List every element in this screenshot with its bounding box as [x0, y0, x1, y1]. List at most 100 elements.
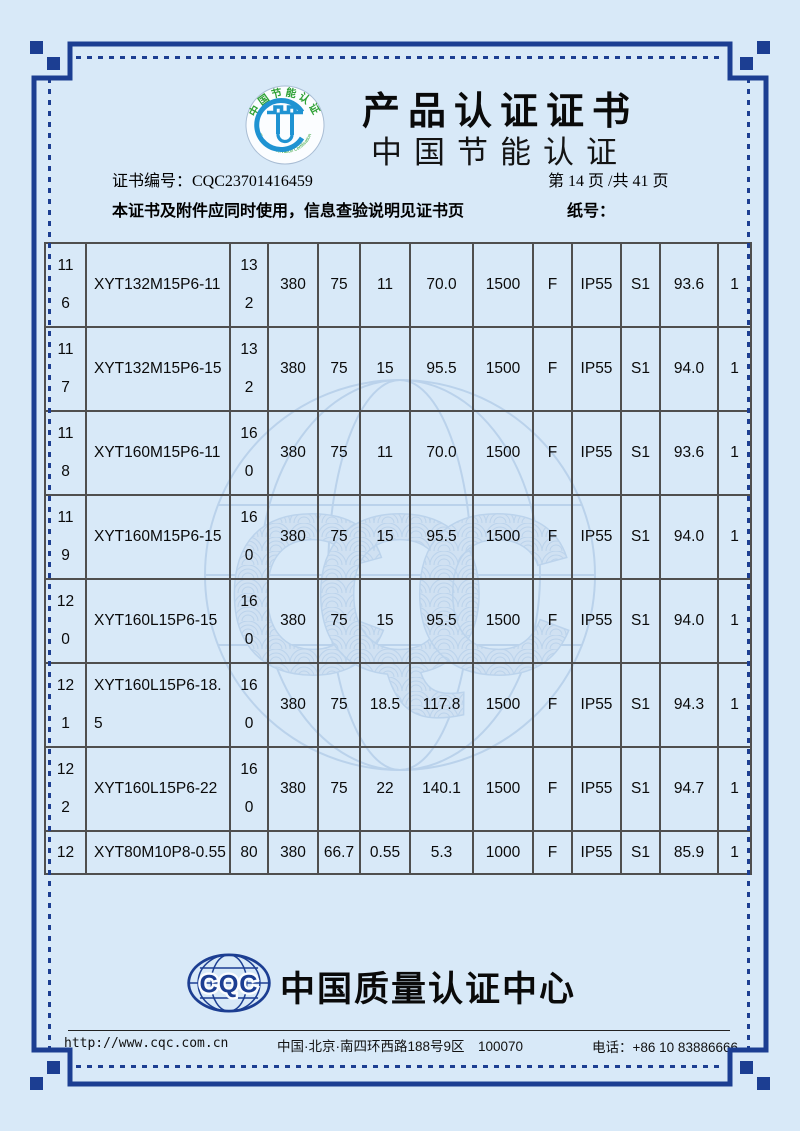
table-cell: 380 — [267, 830, 319, 875]
table-cell: 12 0 — [44, 578, 87, 664]
footer-divider — [68, 1030, 730, 1031]
table-cell: 1 — [717, 830, 752, 875]
table-cell: 11 7 — [44, 326, 87, 412]
table-cell: XYT160M15P6-11 — [85, 410, 231, 496]
paper-number-label: 纸号： — [567, 203, 616, 220]
table-cell: 75 — [317, 326, 361, 412]
table-cell: F — [532, 242, 573, 328]
table-cell: 1000 — [472, 830, 534, 875]
table-cell: XYT160L15P6-18. 5 — [85, 662, 231, 748]
table-cell: 70.0 — [409, 410, 474, 496]
table-cell: 5.3 — [409, 830, 474, 875]
table-cell: 380 — [267, 578, 319, 664]
table-cell: 22 — [359, 746, 411, 832]
energy-conservation-logo-icon: 中国节能认证 Energy Conservation Certification — [245, 85, 325, 165]
table-cell: IP55 — [571, 746, 622, 832]
table-cell: 94.0 — [659, 494, 719, 580]
table-cell: 1 — [717, 494, 752, 580]
table-cell: IP55 — [571, 830, 622, 875]
table-cell: 1 — [717, 242, 752, 328]
table-cell: 15 — [359, 494, 411, 580]
table-cell: 11 8 — [44, 410, 87, 496]
table-cell: 93.6 — [659, 242, 719, 328]
table-row: 11 8 XYT160M15P6-11 16 0 380 75 11 70.0 … — [44, 410, 752, 496]
footer-phone: 电话：+86 10 83886666 — [592, 1040, 738, 1055]
table-cell: XYT132M15P6-15 — [85, 326, 231, 412]
table-cell: 0.55 — [359, 830, 411, 875]
table-cell: 11 6 — [44, 242, 87, 328]
product-table: 11 6 XYT132M15P6-11 13 2 380 75 11 70.0 … — [44, 242, 752, 875]
table-row: 12 2 XYT160L15P6-22 16 0 380 75 22 140.1… — [44, 746, 752, 832]
table-cell: 11 9 — [44, 494, 87, 580]
table-cell: 1500 — [472, 494, 534, 580]
table-cell: 13 2 — [229, 242, 269, 328]
table-cell: F — [532, 578, 573, 664]
table-cell: F — [532, 662, 573, 748]
table-cell: F — [532, 830, 573, 875]
table-cell: 16 0 — [229, 494, 269, 580]
table-cell: S1 — [620, 662, 661, 748]
table-row: 12 0 XYT160L15P6-15 16 0 380 75 15 95.5 … — [44, 578, 752, 664]
table-cell: F — [532, 494, 573, 580]
page-indicator: 第 14 页 /共 41 页 — [548, 173, 669, 190]
table-cell: 16 0 — [229, 410, 269, 496]
table-cell: 95.5 — [409, 326, 474, 412]
table-cell: 140.1 — [409, 746, 474, 832]
usage-note: 本证书及附件应同时使用，信息查验说明见证书页 — [112, 203, 465, 220]
table-cell: S1 — [620, 578, 661, 664]
table-cell: 95.5 — [409, 578, 474, 664]
table-cell: 380 — [267, 326, 319, 412]
table-row: 12 1 XYT160L15P6-18. 5 16 0 380 75 18.5 … — [44, 662, 752, 748]
table-cell: IP55 — [571, 242, 622, 328]
table-cell: 1500 — [472, 578, 534, 664]
table-cell: XYT160M15P6-15 — [85, 494, 231, 580]
table-cell: 1500 — [472, 662, 534, 748]
table-row: 11 9 XYT160M15P6-15 16 0 380 75 15 95.5 … — [44, 494, 752, 580]
table-cell: 16 0 — [229, 662, 269, 748]
table-cell: 15 — [359, 326, 411, 412]
table-cell: S1 — [620, 410, 661, 496]
table-cell: 117.8 — [409, 662, 474, 748]
table-cell: 18.5 — [359, 662, 411, 748]
table-cell: 1 — [717, 746, 752, 832]
table-cell: 12 1 — [44, 662, 87, 748]
table-cell: 380 — [267, 494, 319, 580]
cqc-logo-text: CQC — [199, 970, 258, 998]
table-row: 12 XYT80M10P8-0.55 80 380 66.7 0.55 5.3 … — [44, 830, 752, 875]
table-cell: S1 — [620, 494, 661, 580]
table-cell: F — [532, 410, 573, 496]
table-cell: F — [532, 746, 573, 832]
table-cell: 80 — [229, 830, 269, 875]
table-cell: 85.9 — [659, 830, 719, 875]
table-cell: IP55 — [571, 410, 622, 496]
table-cell: 1500 — [472, 746, 534, 832]
table-cell: 1 — [717, 662, 752, 748]
certificate-number: 证书编号：CQC23701416459 — [112, 173, 313, 190]
table-cell: 94.3 — [659, 662, 719, 748]
table-cell: 75 — [317, 662, 361, 748]
table-cell: S1 — [620, 830, 661, 875]
table-cell: IP55 — [571, 578, 622, 664]
table-cell: 16 0 — [229, 578, 269, 664]
table-cell: 1500 — [472, 242, 534, 328]
table-cell: 75 — [317, 578, 361, 664]
table-cell: 75 — [317, 494, 361, 580]
table-row: 11 6 XYT132M15P6-11 13 2 380 75 11 70.0 … — [44, 242, 752, 328]
table-cell: F — [532, 326, 573, 412]
table-cell: XYT132M15P6-11 — [85, 242, 231, 328]
table-cell: S1 — [620, 242, 661, 328]
table-cell: 95.5 — [409, 494, 474, 580]
table-cell: S1 — [620, 746, 661, 832]
table-cell: 380 — [267, 242, 319, 328]
table-cell: 16 0 — [229, 746, 269, 832]
table-cell: 380 — [267, 410, 319, 496]
table-cell: 11 — [359, 410, 411, 496]
table-cell: IP55 — [571, 326, 622, 412]
table-cell: 94.0 — [659, 326, 719, 412]
cqc-globe-icon: CQC — [187, 953, 271, 1013]
table-row: 11 7 XYT132M15P6-15 13 2 380 75 15 95.5 … — [44, 326, 752, 412]
table-cell: 12 2 — [44, 746, 87, 832]
table-cell: 75 — [317, 242, 361, 328]
table-cell: 11 — [359, 242, 411, 328]
